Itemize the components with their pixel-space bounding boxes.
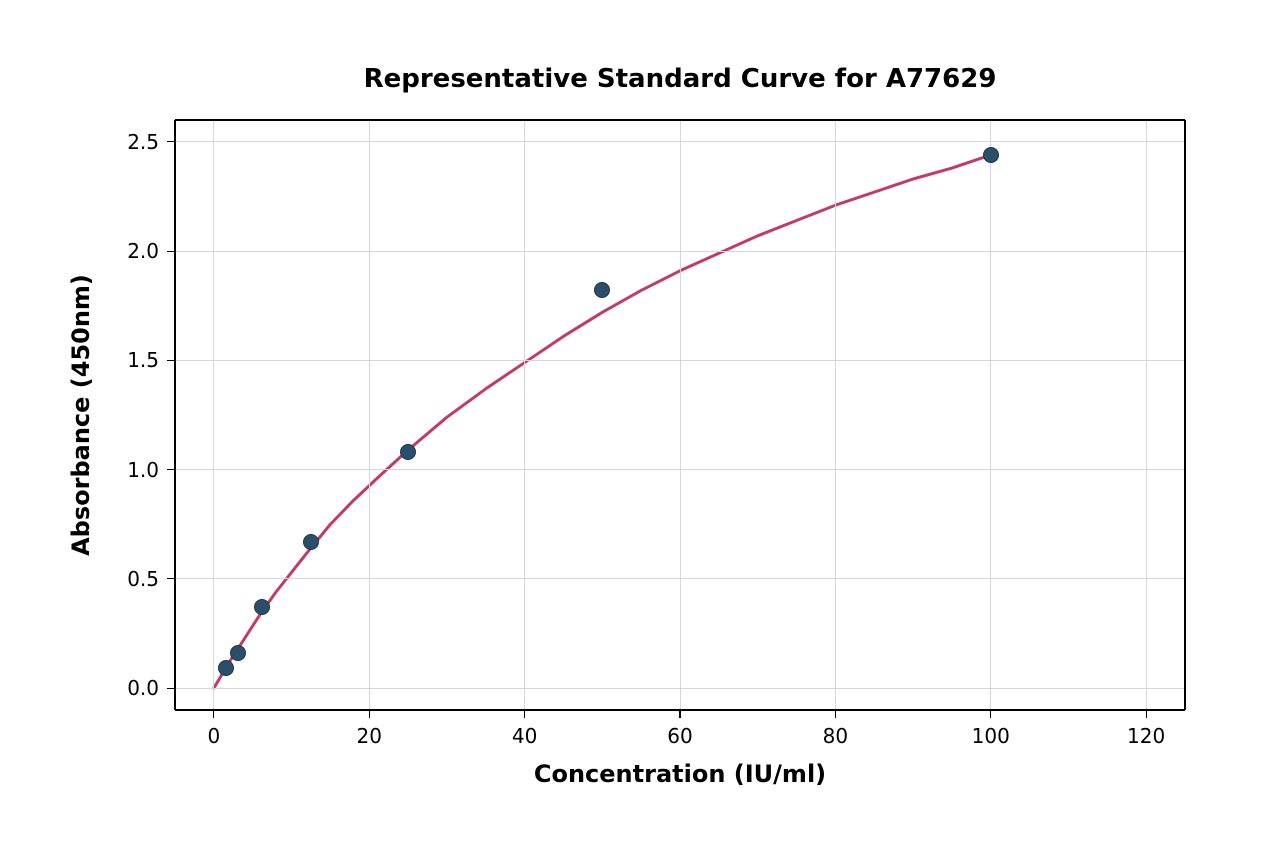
data-point (594, 282, 610, 298)
x-tick-label: 60 (667, 724, 692, 748)
bottom-spine (175, 709, 1185, 710)
grid-hline (175, 688, 1185, 689)
grid-vline (213, 120, 214, 710)
grid-hline (175, 141, 1185, 142)
x-tick-label: 20 (356, 724, 381, 748)
figure: Representative Standard Curve for A77629… (0, 0, 1280, 845)
x-tick-label: 40 (512, 724, 537, 748)
x-tick (990, 710, 991, 718)
x-tick-label: 80 (823, 724, 848, 748)
grid-vline (369, 120, 370, 710)
data-point (218, 660, 234, 676)
y-tick-label: 0.5 (127, 567, 159, 591)
x-tick (1146, 710, 1147, 718)
left-spine (174, 120, 175, 710)
grid-vline (524, 120, 525, 710)
top-spine (175, 119, 1185, 120)
grid-vline (990, 120, 991, 710)
grid-hline (175, 360, 1185, 361)
x-tick-label: 120 (1127, 724, 1165, 748)
grid-vline (835, 120, 836, 710)
data-point (983, 147, 999, 163)
y-tick-label: 2.5 (127, 130, 159, 154)
x-axis-label: Concentration (IU/ml) (534, 760, 826, 788)
grid-vline (680, 120, 681, 710)
y-tick-label: 1.5 (127, 348, 159, 372)
grid-hline (175, 251, 1185, 252)
plot-area (175, 120, 1185, 710)
data-point (230, 645, 246, 661)
x-tick (835, 710, 836, 718)
grid-hline (175, 469, 1185, 470)
grid-hline (175, 578, 1185, 579)
x-tick-label: 0 (207, 724, 220, 748)
data-point (400, 444, 416, 460)
chart-title: Representative Standard Curve for A77629 (364, 64, 997, 94)
y-tick-label: 0.0 (127, 676, 159, 700)
grid-vline (1146, 120, 1147, 710)
y-tick-label: 1.0 (127, 458, 159, 482)
x-tick (524, 710, 525, 718)
data-point (303, 534, 319, 550)
y-axis-label: Absorbance (450nm) (67, 274, 95, 556)
fit-curve-line (214, 155, 991, 688)
x-tick-label: 100 (972, 724, 1010, 748)
right-spine (1184, 120, 1185, 710)
data-point (254, 599, 270, 615)
x-tick (369, 710, 370, 718)
x-tick (213, 710, 214, 718)
y-tick-label: 2.0 (127, 239, 159, 263)
x-tick (679, 710, 680, 718)
